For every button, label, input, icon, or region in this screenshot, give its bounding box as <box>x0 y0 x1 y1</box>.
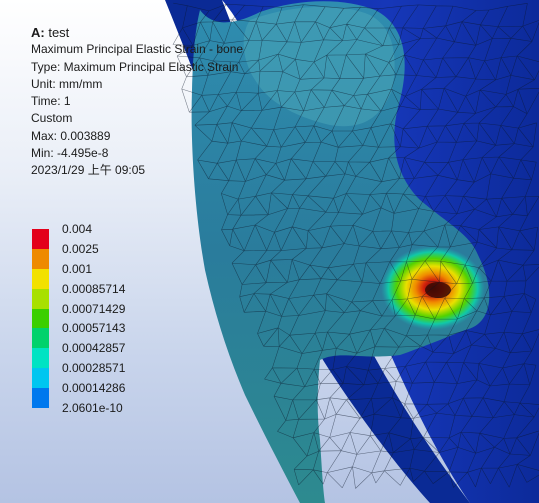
legend-value: 0.00028571 <box>62 361 126 376</box>
legend-swatch <box>32 368 49 389</box>
mesh-wireframe <box>172 2 539 489</box>
legend-swatch <box>32 248 49 269</box>
strain-hot-core <box>425 282 451 298</box>
legend-value: 0.0025 <box>62 241 99 256</box>
legend-swatch <box>32 229 49 249</box>
legend-swatch <box>32 268 49 289</box>
legend-swatch <box>32 388 49 409</box>
legend-swatch <box>32 348 49 369</box>
result-time: Time: 1 <box>31 94 71 109</box>
analysis-title: A: test <box>31 25 70 40</box>
upper-dome-highlight <box>243 6 395 127</box>
result-timestamp: 2023/1/29 上午 09:05 <box>31 163 146 178</box>
legend-value: 0.00085714 <box>62 281 126 296</box>
result-max: Max: 0.003889 <box>31 128 111 143</box>
legend-value: 0.00042857 <box>62 341 126 356</box>
legend-swatch <box>32 288 49 309</box>
legend-swatch <box>32 328 49 349</box>
result-name: Maximum Principal Elastic Strain - bone <box>31 42 244 57</box>
result-min: Min: -4.495e-8 <box>31 146 109 161</box>
legend-swatch <box>32 308 49 329</box>
result-type: Type: Maximum Principal Elastic Strain <box>31 59 239 74</box>
legend-value: 0.00014286 <box>62 381 126 396</box>
legend-value: 0.004 <box>62 222 93 236</box>
result-range-mode: Custom <box>31 111 73 126</box>
inner-bone-surface <box>191 1 490 503</box>
result-info-panel: A: test Maximum Principal Elastic Strain… <box>31 24 243 180</box>
legend-value: 0.00057143 <box>62 321 126 336</box>
legend-value: 0.001 <box>62 261 93 276</box>
legend-value: 0.00071429 <box>62 301 126 316</box>
result-unit: Unit: mm/mm <box>31 76 103 91</box>
legend-value: 2.0601e-10 <box>62 401 123 416</box>
